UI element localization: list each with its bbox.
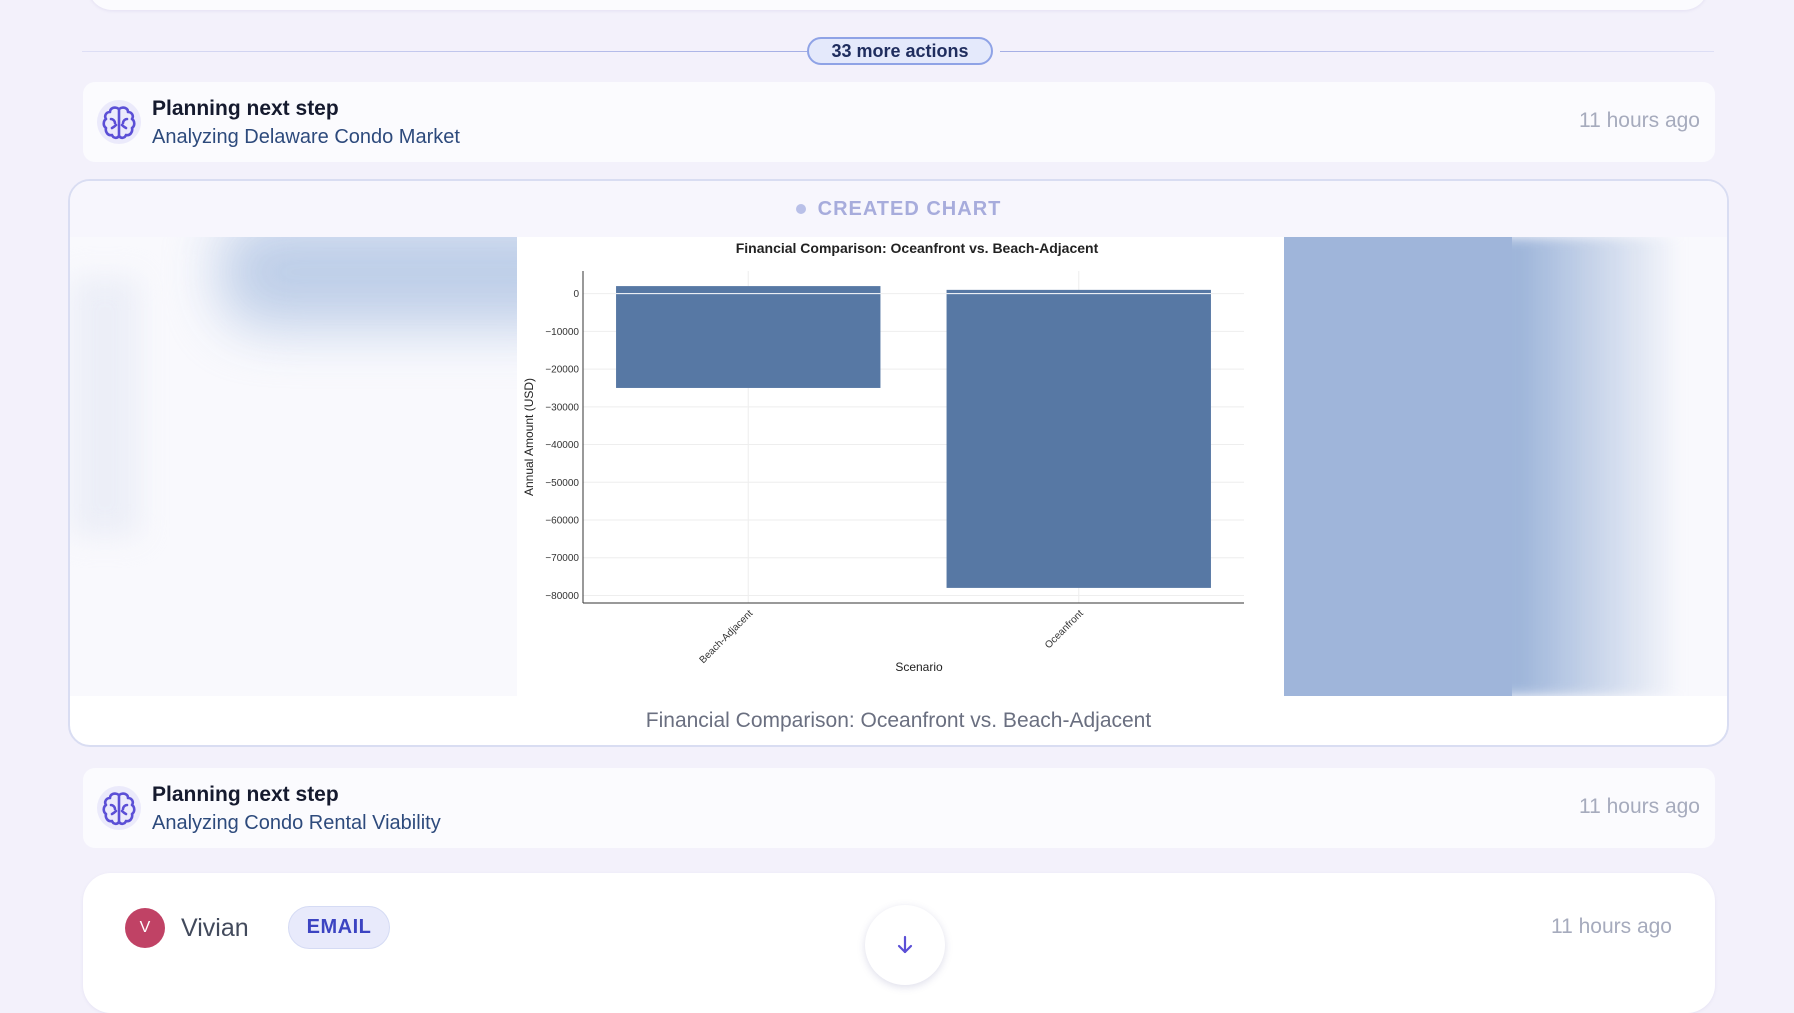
previous-card: [88, 0, 1708, 10]
step-card[interactable]: Planning next step Analyzing Delaware Co…: [83, 82, 1715, 162]
y-tick-label: −10000: [545, 327, 579, 338]
blurred-background: [70, 277, 140, 537]
more-actions-button[interactable]: 33 more actions: [807, 37, 993, 65]
bar: [946, 293, 1211, 588]
y-tick-label: −40000: [545, 440, 579, 451]
created-chart-card: CREATED CHART 0 −10000 −20000 −30000 −40000 −…: [68, 179, 1729, 747]
blurred-background: [1282, 237, 1512, 696]
chart-caption: Financial Comparison: Oceanfront vs. Bea…: [645, 709, 1152, 732]
y-tick-label: −70000: [545, 553, 579, 564]
y-tick-label: −60000: [545, 516, 579, 527]
y-tick-label: −50000: [545, 478, 579, 489]
x-tick-label: Oceanfront: [1043, 608, 1086, 651]
bar-chart: 0 −10000 −20000 −30000 −40000 −50000 −60000 −70…: [522, 240, 1244, 674]
avatar: V: [125, 908, 165, 948]
step-timestamp: 11 hours ago: [1578, 795, 1700, 818]
brain-icon: [97, 100, 141, 144]
chart-preview[interactable]: 0 −10000 −20000 −30000 −40000 −50000 −60000 −70…: [70, 237, 1727, 696]
y-tick-label: 0: [573, 289, 579, 300]
step-timestamp: 11 hours ago: [1578, 109, 1700, 132]
y-tick-label: −80000: [545, 591, 579, 602]
email-badge: EMAIL: [288, 906, 390, 949]
chart-card-header-label: CREATED CHART: [817, 197, 1002, 220]
timeline-divider-right: [1000, 51, 1714, 52]
step-title: Planning next step: [152, 97, 339, 120]
x-axis-label: Scenario: [895, 660, 943, 674]
chart-title: Financial Comparison: Oceanfront vs. Bea…: [736, 240, 1099, 256]
chart-card-header: CREATED CHART: [70, 181, 1727, 238]
y-tick-label: −20000: [545, 365, 579, 376]
x-tick-label: Beach-Adjacent: [698, 608, 756, 666]
brain-icon: [97, 786, 141, 830]
bar: [616, 293, 881, 388]
step-card[interactable]: Planning next step Analyzing Condo Renta…: [83, 768, 1715, 848]
y-axis-label: Annual Amount (USD): [522, 378, 536, 496]
bar: [616, 286, 881, 294]
step-title: Planning next step: [152, 783, 339, 806]
timeline-divider-left: [82, 51, 807, 52]
step-subtitle: Analyzing Condo Rental Viability: [152, 812, 441, 834]
arrow-down-icon: [897, 935, 913, 954]
status-dot-icon: [795, 204, 806, 214]
scroll-to-bottom-button[interactable]: [865, 905, 945, 985]
message-timestamp: 11 hours ago: [1550, 915, 1672, 938]
bar: [946, 289, 1211, 294]
chart-image: 0 −10000 −20000 −30000 −40000 −50000 −60000 −70…: [517, 237, 1284, 696]
sender-name: Vivian: [181, 914, 249, 942]
y-tick-label: −30000: [545, 402, 579, 413]
step-subtitle: Analyzing Delaware Condo Market: [152, 126, 460, 148]
